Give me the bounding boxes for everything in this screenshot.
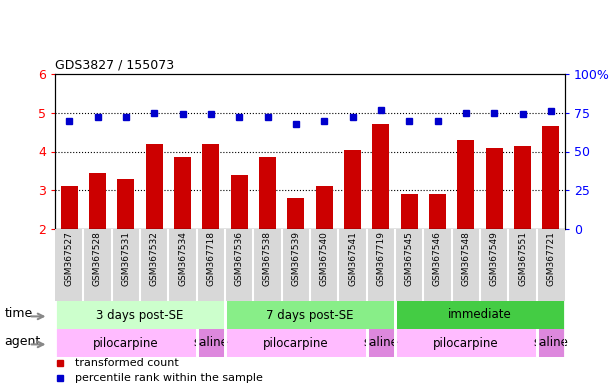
Bar: [197, 229, 225, 301]
Bar: [429, 194, 446, 229]
Bar: [55, 329, 197, 357]
Bar: [231, 175, 247, 229]
Bar: [536, 329, 565, 357]
Bar: [282, 229, 310, 301]
Bar: [259, 157, 276, 229]
Bar: [197, 329, 225, 357]
Text: GSM367541: GSM367541: [348, 231, 357, 286]
Text: GSM367540: GSM367540: [320, 231, 329, 286]
Text: GSM367527: GSM367527: [65, 231, 74, 286]
Text: GSM367532: GSM367532: [150, 231, 159, 286]
Text: transformed count: transformed count: [75, 358, 179, 368]
Text: GSM367548: GSM367548: [461, 231, 470, 286]
Bar: [83, 229, 112, 301]
Text: time: time: [4, 307, 32, 320]
Text: GSM367549: GSM367549: [489, 231, 499, 286]
Bar: [117, 179, 134, 229]
Bar: [225, 229, 254, 301]
Text: GSM367534: GSM367534: [178, 231, 187, 286]
Text: pilocarpine: pilocarpine: [263, 336, 329, 349]
Text: GSM367718: GSM367718: [207, 231, 215, 286]
Text: GSM367545: GSM367545: [404, 231, 414, 286]
Text: GSM367539: GSM367539: [291, 231, 301, 286]
Text: GSM367536: GSM367536: [235, 231, 244, 286]
Text: GDS3827 / 155073: GDS3827 / 155073: [55, 58, 174, 71]
Text: 7 days post-SE: 7 days post-SE: [266, 308, 354, 321]
Text: GSM367546: GSM367546: [433, 231, 442, 286]
Bar: [310, 229, 338, 301]
Text: pilocarpine: pilocarpine: [433, 336, 499, 349]
Bar: [452, 229, 480, 301]
Text: immediate: immediate: [448, 308, 512, 321]
Bar: [225, 301, 395, 329]
Bar: [508, 229, 536, 301]
Bar: [344, 149, 361, 229]
Bar: [367, 329, 395, 357]
Text: pilocarpine: pilocarpine: [93, 336, 159, 349]
Bar: [486, 147, 503, 229]
Bar: [174, 157, 191, 229]
Bar: [112, 229, 140, 301]
Bar: [225, 329, 367, 357]
Text: GSM367721: GSM367721: [546, 231, 555, 286]
Text: GSM367531: GSM367531: [122, 231, 130, 286]
Bar: [338, 229, 367, 301]
Text: GSM367719: GSM367719: [376, 231, 386, 286]
Bar: [145, 144, 163, 229]
Bar: [316, 186, 332, 229]
Bar: [140, 229, 169, 301]
Bar: [480, 229, 508, 301]
Text: GSM367538: GSM367538: [263, 231, 272, 286]
Text: GSM367528: GSM367528: [93, 231, 102, 286]
Bar: [60, 186, 78, 229]
Bar: [55, 301, 225, 329]
Bar: [395, 229, 423, 301]
Bar: [457, 140, 474, 229]
Text: agent: agent: [4, 335, 41, 348]
Bar: [372, 124, 389, 229]
Text: saline: saline: [194, 336, 229, 349]
Bar: [401, 194, 418, 229]
Bar: [287, 198, 304, 229]
Text: saline: saline: [533, 336, 568, 349]
Bar: [89, 173, 106, 229]
Bar: [254, 229, 282, 301]
Bar: [202, 144, 219, 229]
Text: GSM367551: GSM367551: [518, 231, 527, 286]
Bar: [395, 329, 536, 357]
Bar: [423, 229, 452, 301]
Text: saline: saline: [364, 336, 398, 349]
Bar: [543, 126, 559, 229]
Bar: [55, 229, 83, 301]
Bar: [536, 229, 565, 301]
Bar: [395, 301, 565, 329]
Text: percentile rank within the sample: percentile rank within the sample: [75, 373, 263, 383]
Text: 3 days post-SE: 3 days post-SE: [97, 308, 184, 321]
Bar: [367, 229, 395, 301]
Bar: [169, 229, 197, 301]
Bar: [514, 146, 531, 229]
